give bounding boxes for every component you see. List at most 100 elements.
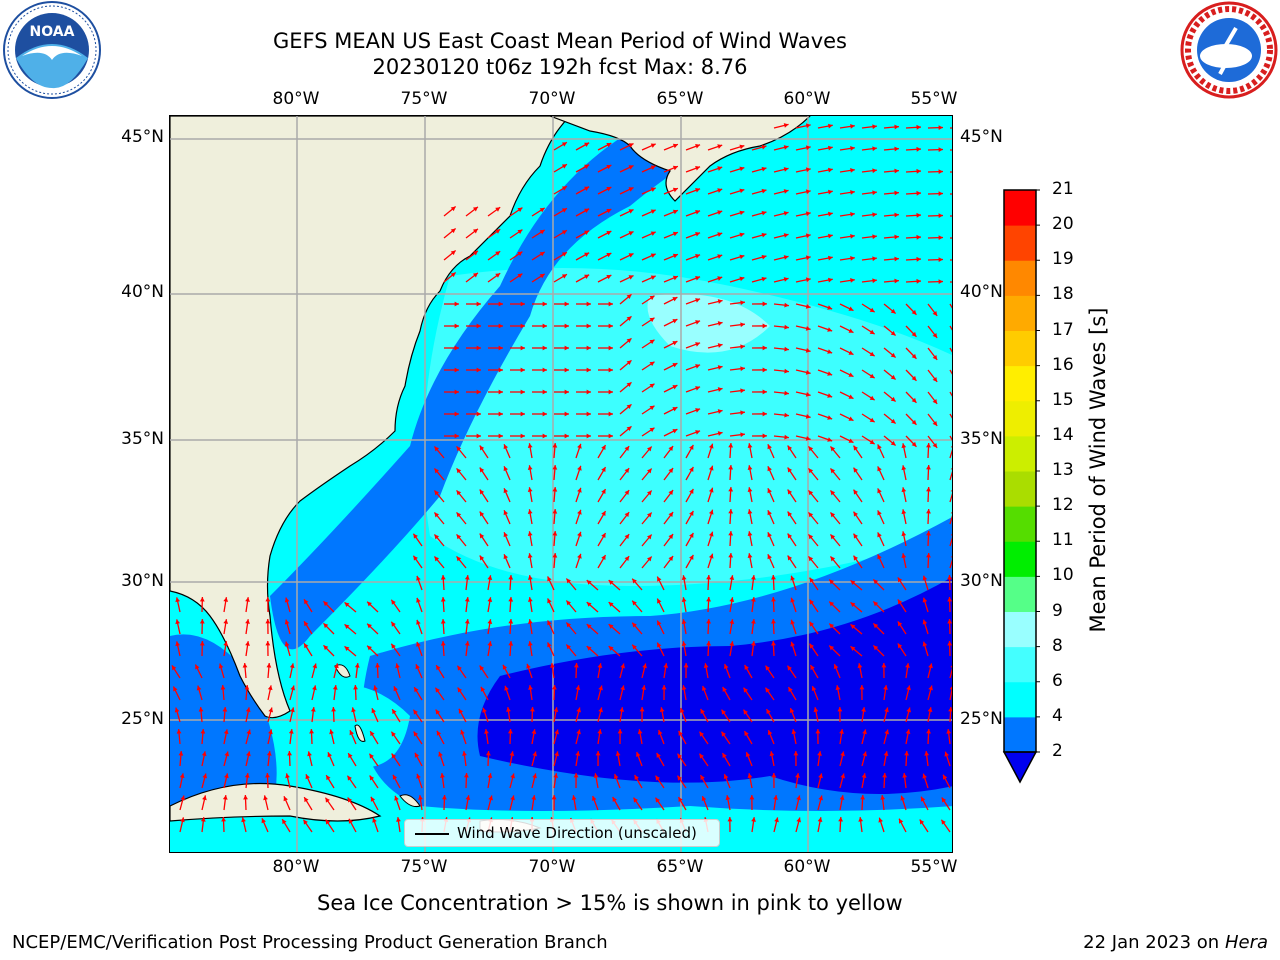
wave-direction-arrowhead (672, 209, 678, 215)
wave-direction-arrowhead (950, 555, 952, 558)
wave-direction-arrowhead (606, 143, 612, 148)
wave-direction-arrowhead (608, 389, 613, 395)
wave-direction-arrowhead (700, 708, 705, 714)
colorbar-tick-label: 20 (1052, 214, 1074, 235)
wave-direction-arrowhead (598, 685, 603, 691)
wave-direction-arrowhead (550, 663, 555, 668)
wave-direction-arrowhead (310, 707, 316, 712)
wave-direction-arrowhead (434, 446, 440, 452)
wave-direction-arrowhead (561, 164, 567, 169)
wave-direction-arrowhead (520, 323, 525, 329)
wave-direction-arrowhead (805, 167, 811, 173)
wave-direction-arrowhead (577, 443, 582, 449)
wave-direction-arrowhead (894, 146, 899, 152)
wave-direction-arrowhead (901, 487, 907, 493)
wave-direction-arrowhead (771, 641, 776, 646)
lon-label-bottom: 60°W (783, 857, 831, 877)
wave-direction-arrowhead (901, 443, 907, 449)
wave-direction-arrowhead (649, 383, 655, 389)
wave-direction-arrowhead (440, 773, 445, 778)
wave-direction-arrowhead (805, 370, 811, 375)
wave-direction-arrowhead (634, 774, 639, 780)
wave-direction-arrowhead (657, 620, 662, 626)
wave-direction-arrowhead (681, 575, 687, 580)
wave-direction-arrowhead (584, 274, 590, 279)
wave-direction-arrowhead (869, 417, 875, 423)
wave-direction-arrowhead (552, 509, 558, 514)
wave-direction-arrowhead (815, 729, 821, 734)
wave-direction-arrowhead (894, 256, 899, 262)
wave-direction-arrowhead (767, 554, 772, 560)
wave-direction-arrowhead (950, 665, 952, 668)
wave-direction-arrowhead (624, 534, 630, 540)
wave-direction-arrowhead (561, 142, 567, 147)
wave-direction-arrowhead (304, 797, 309, 803)
wave-direction-arrowhead (911, 309, 917, 315)
wave-direction-arrowhead (717, 232, 723, 237)
wave-direction-arrowhead (677, 775, 682, 781)
wave-direction-arrowhead (289, 663, 295, 669)
wave-direction-arrowhead (861, 707, 866, 712)
wave-direction-arrowhead (498, 345, 503, 351)
wave-direction-arrowhead (552, 487, 558, 492)
wave-direction-arrowhead (829, 645, 835, 651)
wave-direction-arrowhead (663, 663, 669, 668)
wave-direction-arrowhead (811, 686, 817, 692)
wave-direction-arrowhead (564, 411, 569, 417)
wave-direction-arrowhead (266, 751, 272, 756)
wave-direction-arrowhead (761, 188, 767, 194)
lon-label-top: 55°W (910, 89, 958, 109)
wave-direction-arrowhead (761, 210, 767, 216)
wave-direction-arrowhead (808, 512, 814, 518)
wave-direction-arrowhead (464, 619, 470, 624)
wave-direction-arrowhead (454, 301, 459, 307)
map-canvas (170, 116, 952, 852)
wave-direction-arrowhead (268, 729, 273, 735)
wave-direction-arrowhead (584, 164, 590, 169)
wave-direction-arrowhead (416, 773, 421, 779)
wave-direction-arrowhead (911, 419, 917, 425)
wave-direction-arrowhead (749, 795, 755, 800)
wave-direction-arrowhead (503, 510, 509, 516)
wave-direction-arrowhead (869, 351, 875, 357)
wave-direction-arrowhead (591, 795, 597, 801)
wave-direction-arrowhead (916, 168, 921, 174)
lat-label-right: 25°N (960, 709, 1003, 729)
wave-direction-arrowhead (606, 253, 612, 258)
wave-direction-arrowhead (739, 210, 745, 216)
wave-direction-arrowhead (414, 752, 420, 758)
wave-direction-arrowhead (830, 446, 836, 452)
wave-direction-arrowhead (872, 234, 877, 240)
wave-direction-arrowhead (326, 775, 331, 781)
wave-direction-arrowhead (650, 143, 656, 148)
wave-direction-arrowhead (717, 188, 723, 193)
wave-direction-arrowhead (817, 817, 823, 823)
wave-direction-arrowhead (344, 602, 350, 608)
wave-direction-arrowhead (828, 233, 833, 239)
wave-direction-arrowhead (608, 433, 613, 439)
wave-direction-arrowhead (900, 795, 906, 801)
wave-direction-arrowhead (706, 619, 711, 624)
colorbar-tick-label: 9 (1052, 600, 1063, 621)
wave-direction-arrowhead (932, 376, 938, 382)
wave-direction-arrowhead (950, 511, 952, 514)
wave-direction-arrowhead (905, 663, 910, 668)
wave-direction-arrowhead (354, 663, 360, 668)
wave-direction-arrowhead (200, 817, 206, 822)
wave-direction-arrowhead (198, 707, 204, 712)
wave-direction-arrowhead (805, 348, 811, 353)
wave-direction-arrowhead (872, 146, 877, 152)
colorbar-segment (1004, 190, 1036, 226)
wave-direction-arrowhead (695, 232, 701, 237)
wave-direction-arrowhead (681, 619, 687, 624)
colorbar-segment (1004, 716, 1036, 753)
footer-left: NCEP/EMC/Verification Post Processing Pr… (12, 932, 608, 953)
lon-label-top: 75°W (400, 89, 448, 109)
wave-direction-arrowhead (632, 600, 637, 606)
wave-direction-arrowhead (829, 623, 835, 629)
wave-direction-arrowhead (479, 533, 485, 539)
wave-direction-arrow (949, 413, 952, 419)
wave-direction-arrowhead (628, 165, 634, 170)
wave-direction-arrowhead (542, 345, 547, 351)
wave-direction-arrowhead (508, 641, 514, 646)
